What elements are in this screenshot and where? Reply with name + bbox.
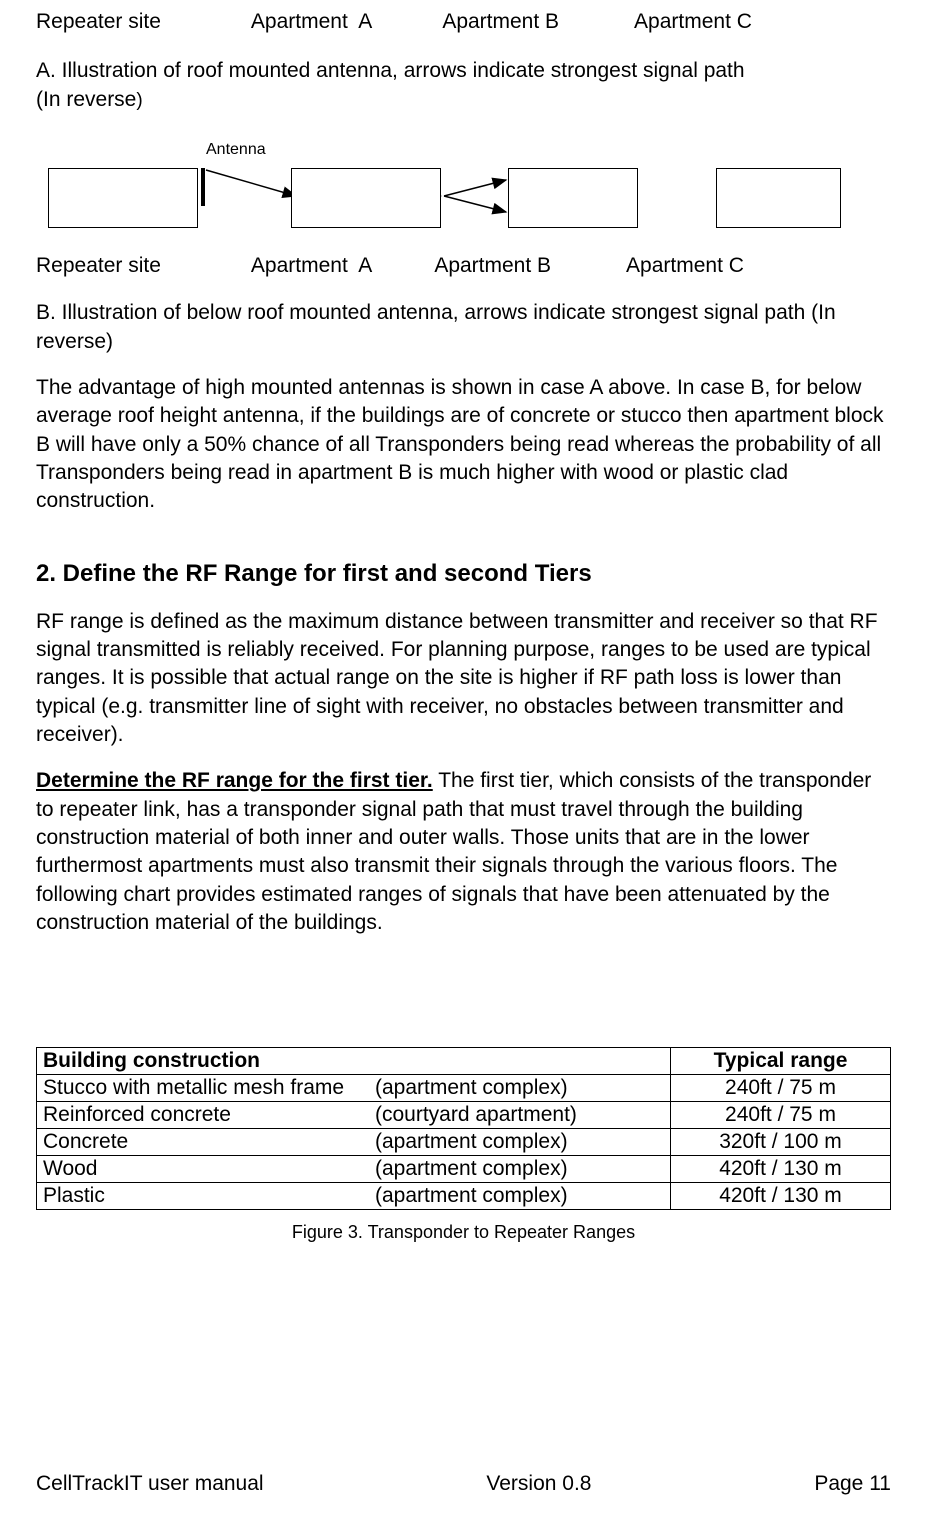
footer-right: Page 11 — [814, 1472, 891, 1496]
cell-range: 320ft / 100 m — [671, 1129, 891, 1156]
material-text: Plastic — [43, 1184, 105, 1207]
label-repeater-b: Repeater site — [36, 252, 161, 279]
cell-range: 240ft / 75 m — [671, 1075, 891, 1102]
th-construction: Building construction — [37, 1048, 671, 1075]
table-row: Reinforced concrete (courtyard apartment… — [37, 1102, 891, 1129]
figure-caption: Figure 3. Transponder to Repeater Ranges — [36, 1222, 891, 1243]
footer-left: CellTrackIT user manual — [36, 1472, 264, 1496]
label-apt-b: Apartment B — [442, 8, 559, 35]
caption-a-line2: (In reverse — [36, 88, 136, 111]
table-row: Plastic (apartment complex) 420ft / 130 … — [37, 1183, 891, 1210]
label-apt-c: Apartment C — [634, 8, 752, 35]
diagram-box-repeater — [48, 168, 198, 228]
diagram-box-apt-a — [291, 168, 441, 228]
type-text: (apartment complex) — [375, 1157, 568, 1181]
bottom-label-row: Repeater site Apartment A Apartment B Ap… — [36, 252, 891, 279]
cell-material: Stucco with metallic mesh frame (apartme… — [37, 1075, 671, 1102]
cell-material: Wood (apartment complex) — [37, 1156, 671, 1183]
material-text: Reinforced concrete — [43, 1103, 231, 1126]
th-range: Typical range — [671, 1048, 891, 1075]
label-apt-c-b: Apartment C — [626, 252, 744, 279]
subhead-first-tier: Determine the RF range for the first tie… — [36, 769, 433, 792]
caption-a-line1: A. Illustration of roof mounted antenna,… — [36, 59, 745, 82]
diagram-box-apt-b — [508, 168, 638, 228]
type-text: (apartment complex) — [375, 1130, 568, 1154]
paragraph-first-tier: The first tier, which consists of the tr… — [36, 769, 871, 934]
section-heading: 2. Define the RF Range for first and sec… — [36, 560, 891, 588]
caption-a: A. Illustration of roof mounted antenna,… — [36, 57, 891, 114]
table-row: Concrete (apartment complex) 320ft / 100… — [37, 1129, 891, 1156]
cell-range: 420ft / 130 m — [671, 1183, 891, 1210]
paragraph-advantage: The advantage of high mounted antennas i… — [36, 374, 891, 516]
label-apt-a: Apartment A — [251, 8, 372, 35]
diagram-box-apt-c — [716, 168, 841, 228]
range-table: Building construction Typical range Stuc… — [36, 1047, 891, 1210]
top-label-row: Repeater site Apartment A Apartment B Ap… — [36, 8, 891, 35]
table-row: Wood (apartment complex) 420ft / 130 m — [37, 1156, 891, 1183]
label-apt-a-b: Apartment A — [251, 252, 372, 279]
cell-range: 420ft / 130 m — [671, 1156, 891, 1183]
table-header-row: Building construction Typical range — [37, 1048, 891, 1075]
material-text: Wood — [43, 1157, 97, 1180]
type-text: (apartment complex) — [375, 1184, 568, 1208]
cell-material: Plastic (apartment complex) — [37, 1183, 671, 1210]
footer-center: Version 0.8 — [486, 1472, 591, 1496]
type-text: (apartment complex) — [375, 1076, 568, 1100]
label-repeater: Repeater site — [36, 8, 161, 35]
caption-b: B. Illustration of below roof mounted an… — [36, 299, 891, 356]
antenna-diagram: Antenna — [36, 138, 891, 248]
type-text: (courtyard apartment) — [375, 1103, 577, 1127]
label-apt-b-b: Apartment B — [434, 252, 551, 279]
paragraph-first-tier-block: Determine the RF range for the first tie… — [36, 767, 891, 937]
page-footer: CellTrackIT user manual Version 0.8 Page… — [36, 1472, 891, 1496]
caption-a-close: ) — [136, 90, 142, 111]
cell-range: 240ft / 75 m — [671, 1102, 891, 1129]
cell-material: Reinforced concrete (courtyard apartment… — [37, 1102, 671, 1129]
paragraph-rf-range: RF range is defined as the maximum dista… — [36, 608, 891, 750]
material-text: Concrete — [43, 1130, 128, 1153]
cell-material: Concrete (apartment complex) — [37, 1129, 671, 1156]
material-text: Stucco with metallic mesh frame — [43, 1076, 344, 1099]
table-row: Stucco with metallic mesh frame (apartme… — [37, 1075, 891, 1102]
